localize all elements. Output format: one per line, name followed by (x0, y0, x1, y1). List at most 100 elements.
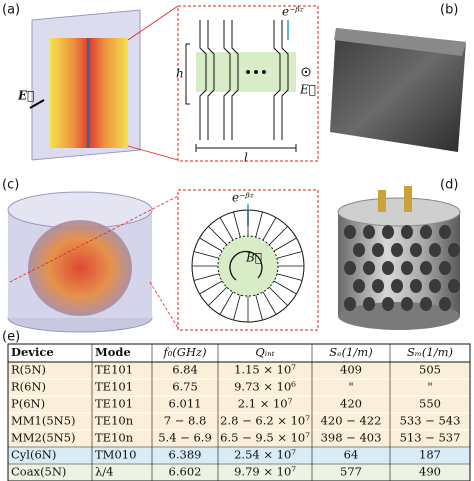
field-label: E⃗ (299, 83, 316, 97)
wave-label: e⁻ᵝᶻ (232, 191, 255, 205)
cell: TE10n (95, 431, 134, 445)
cell: 490 (419, 465, 441, 479)
zoom-line (149, 281, 179, 329)
cell: 9.79 × 10⁷ (234, 465, 296, 479)
header-cell: Sₘ(1/m) (407, 345, 453, 359)
hole (363, 225, 375, 239)
cell: TE101 (95, 363, 133, 377)
hole (372, 279, 384, 293)
hole (401, 261, 413, 275)
simulation-c (7, 191, 153, 333)
header-cell: Qᵢₙₜ (255, 345, 274, 359)
simulation-a (29, 9, 141, 161)
spoke (193, 273, 220, 281)
panel-label: (c) (2, 178, 19, 193)
length-label: l (244, 151, 248, 165)
zoom-line (127, 145, 179, 161)
cell: Coax(5N) (11, 465, 66, 479)
header-cell: f₀(GHz) (162, 345, 206, 359)
cell: 6.389 (169, 448, 202, 462)
hole (429, 279, 441, 293)
hole (429, 243, 441, 257)
table: Device Mode f₀(GHz) Qᵢₙₜ Sₑ(1/m) Sₘ(1/m) R(5N)… (7, 343, 471, 481)
hole (401, 297, 413, 311)
spoke (262, 291, 277, 315)
cell: 64 (344, 448, 359, 462)
hole (382, 261, 394, 275)
photo-b (330, 28, 466, 152)
zoom-line (127, 5, 179, 41)
header-cell: Mode (95, 345, 131, 359)
cell: 513 − 537 (400, 431, 461, 445)
cell: 5.4 − 6.9 (158, 431, 212, 445)
panel-label: (e) (2, 330, 20, 345)
header-cell: Sₑ(1/m) (329, 345, 372, 359)
cell: R(6N) (11, 380, 46, 394)
cell: 550 (419, 397, 441, 411)
hole (344, 297, 356, 311)
cell: MM2(5N5) (11, 431, 76, 445)
spoke (255, 211, 263, 238)
row-bg (8, 430, 470, 447)
cell: 398 − 403 (321, 431, 382, 445)
hole (439, 225, 451, 239)
cell: 533 − 543 (400, 414, 461, 428)
cell: TE10n (95, 414, 134, 428)
hole (391, 279, 403, 293)
cell: 6.75 (172, 380, 198, 394)
hole (382, 225, 394, 239)
spoke (268, 226, 288, 246)
cell: 187 (419, 448, 441, 462)
panel-label: (d) (440, 178, 458, 193)
hole (420, 297, 432, 311)
spoke (233, 294, 241, 321)
cell: 505 (419, 363, 441, 377)
cell: 6.5 − 9.5 × 10⁷ (220, 431, 310, 445)
spoke (219, 217, 234, 241)
spoke (219, 291, 234, 315)
wave-label: e⁻ᵝᶻ (282, 5, 305, 19)
hole (448, 243, 460, 257)
cell: P(6N) (11, 397, 45, 411)
hole (382, 297, 394, 311)
hole (344, 261, 356, 275)
hole (439, 261, 451, 275)
cell: Cyl(6N) (11, 448, 56, 462)
row-bg (8, 464, 470, 481)
cell: MM1(5N5) (11, 414, 76, 428)
cell: 420 − 422 (321, 414, 382, 428)
cell: 2.8 − 6.2 × 10⁷ (220, 414, 310, 428)
cell: 9.73 × 10⁶ (234, 380, 296, 394)
spoke (199, 280, 223, 295)
cell: 6.011 (169, 397, 202, 411)
hole (420, 225, 432, 239)
spoke (276, 273, 303, 281)
hole (410, 243, 422, 257)
cell: TM010 (95, 448, 136, 462)
hole (448, 279, 460, 293)
cell: TE101 (95, 397, 133, 411)
row-bg (8, 396, 470, 413)
spoke (233, 211, 241, 238)
cell: R(5N) (11, 363, 46, 377)
cell: 2.1 × 10⁷ (238, 397, 293, 411)
cell: TE101 (95, 380, 133, 394)
cell: λ/4 (95, 465, 113, 479)
spoke (268, 286, 288, 306)
schematic-c (177, 189, 319, 331)
photo-d (337, 186, 461, 330)
hole (363, 261, 375, 275)
row-bg (8, 413, 470, 430)
spoke (208, 286, 228, 306)
field-label: E⃗ (17, 89, 34, 103)
spoke (262, 217, 277, 241)
row-bg (8, 362, 470, 379)
spoke (199, 237, 223, 252)
cell: 7 − 8.8 (164, 414, 207, 428)
cell: 1.15 × 10⁷ (234, 363, 296, 377)
cell: " (427, 380, 432, 394)
cell: 577 (340, 465, 362, 479)
panel-label: (a) (2, 3, 20, 18)
hole (410, 279, 422, 293)
hole (420, 261, 432, 275)
